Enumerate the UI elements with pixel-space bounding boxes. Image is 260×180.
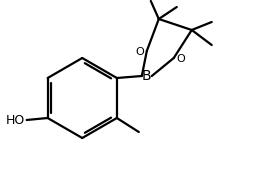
Text: O: O (177, 54, 186, 64)
Text: B: B (142, 69, 152, 83)
Text: O: O (135, 47, 144, 57)
Text: HO: HO (5, 114, 25, 127)
